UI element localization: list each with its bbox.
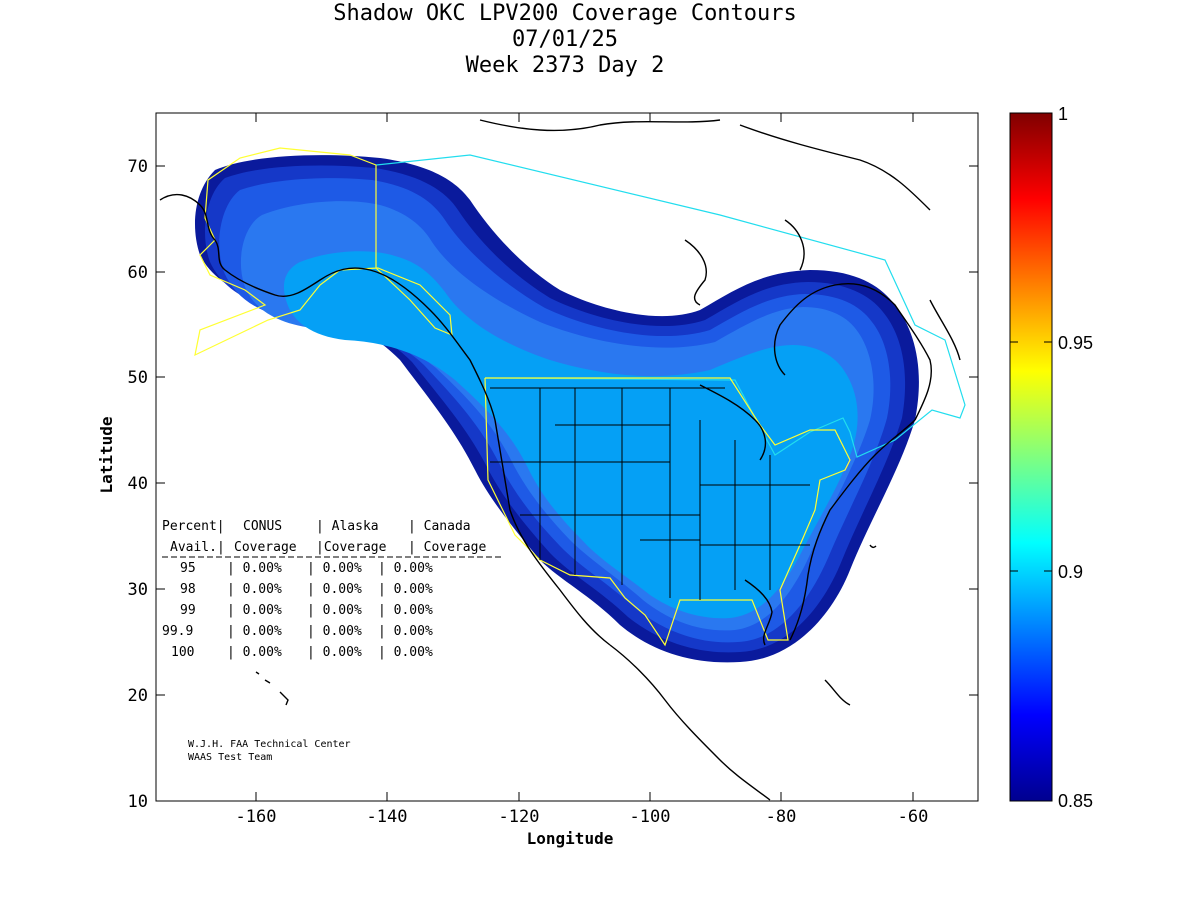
y-tick-label: 20 xyxy=(128,686,148,706)
table-header-cell: CONUS xyxy=(243,519,282,534)
table-cell: 99 xyxy=(180,603,196,618)
map-week-day: Week 2373 Day 2 xyxy=(465,53,665,78)
table-cell: | 0.00% xyxy=(307,561,362,576)
colorbar-label: 0.85 xyxy=(1058,791,1093,811)
table-header-cell: |Coverage xyxy=(316,540,387,555)
coastlines xyxy=(159,119,961,801)
y-tick-label: 70 xyxy=(128,157,148,177)
colorbar-label: 0.9 xyxy=(1058,562,1083,582)
y-tick-label: 10 xyxy=(128,792,148,812)
colorbar-ticks xyxy=(1010,341,1052,572)
table-cell: 99.9 xyxy=(162,624,193,639)
table-cell: 100 xyxy=(171,645,194,660)
x-tick-label: -100 xyxy=(630,807,671,827)
table-header-cell: Coverage xyxy=(234,540,297,555)
x-tick-label: -80 xyxy=(766,807,797,827)
table-header-cell: | Coverage xyxy=(408,540,486,555)
colorbar-label: 0.95 xyxy=(1058,333,1093,353)
table-header-cell: | Canada xyxy=(408,519,471,534)
table-cell: | 0.00% xyxy=(307,582,362,597)
coverage-band-core xyxy=(283,251,858,619)
table-cell: | 0.00% xyxy=(378,603,433,618)
table-cell: 98 xyxy=(180,582,196,597)
state-boundaries xyxy=(490,387,810,600)
colorbar xyxy=(1009,112,1053,802)
x-tick-label: -120 xyxy=(499,807,540,827)
map-date: 07/01/25 xyxy=(512,27,618,52)
map-title: Shadow OKC LPV200 Coverage Contours xyxy=(333,1,797,26)
colorbar-label: 1 xyxy=(1058,104,1068,124)
credit-line: W.J.H. FAA Technical Center xyxy=(188,739,351,750)
x-axis-label: Longitude xyxy=(527,829,614,848)
y-tick-label: 50 xyxy=(128,368,148,388)
x-tick-label: -160 xyxy=(236,807,277,827)
table-cell: | 0.00% xyxy=(227,603,282,618)
table-cell: | 0.00% xyxy=(307,624,362,639)
table-header-cell: | Alaska xyxy=(316,519,379,534)
table-header-cell: Avail.| xyxy=(170,540,225,555)
canada-region-outline xyxy=(375,154,966,458)
table-cell: | 0.00% xyxy=(378,561,433,576)
table-cell: | 0.00% xyxy=(307,645,362,660)
y-tick-label: 60 xyxy=(128,263,148,283)
x-tick-label: -60 xyxy=(898,807,929,827)
x-tick-label: -140 xyxy=(367,807,408,827)
conus-region-outline xyxy=(484,377,851,647)
y-tick-label: 30 xyxy=(128,580,148,600)
table-cell: 95 xyxy=(180,561,196,576)
table-cell: | 0.00% xyxy=(378,624,433,639)
plot-frame xyxy=(155,112,979,802)
y-axis-label: Latitude xyxy=(97,416,116,493)
map-plot-area xyxy=(159,119,966,801)
y-tick-label: 40 xyxy=(128,474,148,494)
coverage-statistics-table: Percent| CONUS | Alaska | Canada Avail.|… xyxy=(162,519,502,660)
credit-line: WAAS Test Team xyxy=(188,752,272,763)
table-header-cell: Percent| xyxy=(162,519,225,534)
hawaii-islands xyxy=(255,671,289,706)
axis-ticks xyxy=(156,113,978,801)
table-cell: | 0.00% xyxy=(307,603,362,618)
table-cell: | 0.00% xyxy=(378,582,433,597)
table-cell: | 0.00% xyxy=(227,624,282,639)
table-cell: | 0.00% xyxy=(227,561,282,576)
table-cell: | 0.00% xyxy=(227,582,282,597)
table-cell: | 0.00% xyxy=(227,645,282,660)
table-cell: | 0.00% xyxy=(378,645,433,660)
